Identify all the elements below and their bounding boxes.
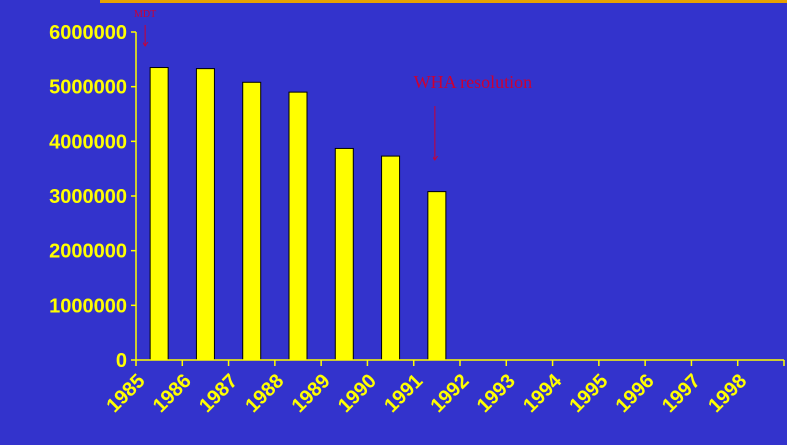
bar-1988 (288, 91, 308, 361)
x-tick-label-1994: 1994 (519, 369, 567, 417)
x-tick-label-1998: 1998 (704, 370, 751, 417)
x-tick-label-1992: 1992 (427, 370, 474, 417)
bar-1991 (427, 191, 447, 361)
x-tick-label-1987: 1987 (195, 370, 242, 417)
x-tick-label-1995: 1995 (565, 370, 612, 417)
y-tick-label: 0 (116, 350, 127, 372)
x-tick-label-1991: 1991 (380, 370, 427, 417)
x-tick-label-1990: 1990 (334, 370, 381, 417)
bar-1985 (149, 67, 169, 361)
x-tick-label-1997: 1997 (658, 370, 705, 417)
y-tick-label: 3000000 (49, 186, 127, 208)
bar-1987 (242, 81, 262, 361)
bars (149, 67, 447, 361)
x-tick-label-1986: 1986 (149, 370, 196, 417)
x-tick-label-1988: 1988 (241, 370, 288, 417)
annotations: MDT WHA resolution (134, 9, 532, 160)
y-tick-label: 1000000 (49, 295, 127, 317)
annotation-mdt-label: MDT (134, 9, 156, 20)
x-tick-label-1996: 1996 (612, 370, 659, 417)
top-rule (100, 0, 787, 3)
annotation-wha-resolution-label: WHA resolution (414, 72, 533, 92)
x-tick-label-1989: 1989 (288, 370, 335, 417)
y-tick-label: 4000000 (49, 131, 127, 153)
y-tick-label: 6000000 (49, 22, 127, 44)
x-axis-ticks: 1985 1986 1987 1988 1989 1990 1991 1992 1993 1994… (103, 360, 785, 417)
x-tick-label-1993: 1993 (473, 370, 520, 417)
y-tick-label: 2000000 (49, 241, 127, 263)
bar-1989 (334, 147, 354, 361)
y-tick-label: 5000000 (49, 77, 127, 99)
bar-1990 (381, 155, 401, 361)
y-axis-ticks: 0 1000000 2000000 3000000 4000000 5000000 6000… (49, 22, 136, 372)
x-tick-label-1985: 1985 (103, 370, 150, 417)
bar-1986 (195, 68, 215, 361)
